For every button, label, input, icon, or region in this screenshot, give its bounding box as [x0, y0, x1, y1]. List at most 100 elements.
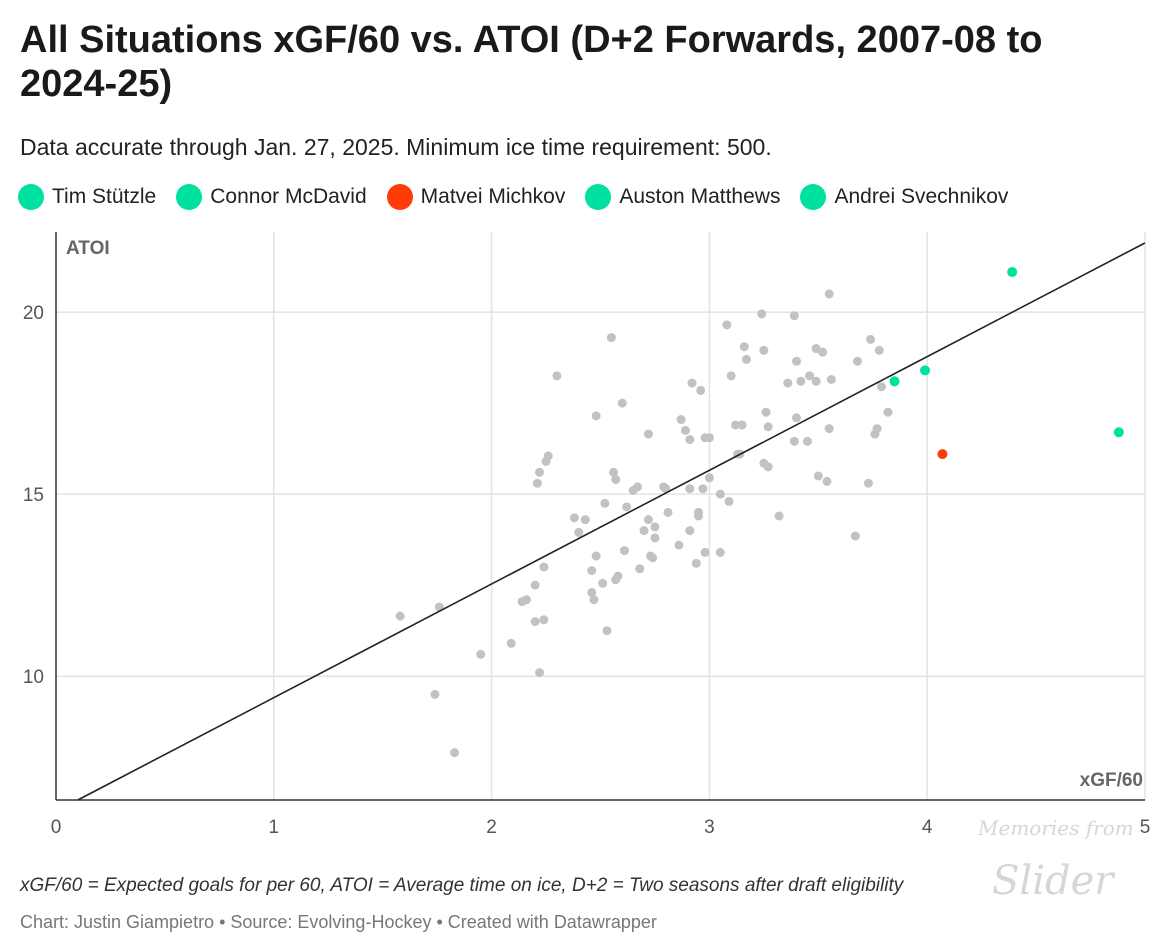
legend-item-connor-mcdavid: Connor McDavid: [176, 184, 367, 210]
scatter-point: [643, 429, 653, 439]
scatter-point: [813, 471, 823, 481]
scatter-point: [763, 422, 773, 432]
scatter-point: [761, 407, 771, 417]
highlighted-point: [1007, 267, 1018, 278]
scatter-point: [863, 478, 873, 488]
scatter-point: [872, 424, 882, 434]
legend-swatch-matvei-michkov: [386, 184, 413, 210]
scatter-point: [789, 311, 799, 321]
scatter-point: [685, 526, 695, 536]
x-tick-label: 4: [922, 817, 933, 838]
scatter-point: [648, 553, 658, 563]
scatter-point: [726, 371, 736, 381]
scatter-point: [602, 626, 612, 636]
chart-notes: xGF/60 = Expected goals for per 60, ATOI…: [20, 875, 904, 896]
scatter-point: [613, 571, 623, 581]
scatter-point: [569, 513, 579, 523]
scatter-point: [691, 558, 701, 568]
scatter-point: [792, 413, 802, 423]
legend-label-andrei-svechnikov: Andrei Svechnikov: [834, 185, 1009, 208]
scatter-point: [874, 345, 884, 355]
scatter-point: [606, 333, 616, 343]
y-tick-label: 20: [23, 303, 44, 324]
scatter-point: [715, 547, 725, 557]
scatter-point: [876, 382, 886, 392]
scatter-point: [609, 467, 619, 477]
scatter-point: [822, 476, 832, 486]
scatter-point: [535, 668, 545, 678]
x-axis-title: xGF/60: [1080, 770, 1143, 791]
scatter-point: [805, 371, 815, 381]
scatter-point: [680, 425, 690, 435]
scatter-point: [685, 484, 695, 494]
legend-label-connor-mcdavid: Connor McDavid: [210, 185, 367, 208]
scatter-point: [619, 546, 629, 556]
scatter-point: [617, 398, 627, 408]
scatter-point: [521, 595, 531, 605]
scatter-point: [530, 617, 540, 627]
scatter-point: [796, 376, 806, 386]
scatter-point: [704, 433, 714, 443]
scatter-point: [574, 527, 584, 537]
scatter-point: [696, 385, 706, 395]
chart-credits: Chart: Justin Giampietro • Source: Evolv…: [20, 912, 657, 932]
legend-item-matvei-michkov: Matvei Michkov: [386, 184, 565, 210]
scatter-point: [587, 587, 597, 597]
scatter-point: [633, 482, 643, 492]
scatter-point: [883, 407, 893, 417]
highlighted-point: [920, 365, 931, 376]
scatter-point: [643, 515, 653, 525]
scatter-point: [622, 502, 632, 512]
scatter-point: [811, 376, 821, 386]
scatter-point: [774, 511, 784, 521]
scatter-point: [739, 342, 749, 352]
legend-swatch-auston-matthews: [585, 184, 612, 210]
scatter-point: [759, 345, 769, 355]
legend-swatch-tim-stutzle: [18, 184, 44, 210]
x-tick-label: 0: [51, 817, 62, 838]
scatter-point: [757, 309, 767, 319]
scatter-point: [650, 533, 660, 543]
scatter-point: [639, 526, 649, 536]
highlighted-point: [889, 376, 900, 387]
scatter-point: [661, 484, 671, 494]
scatter-point: [700, 547, 710, 557]
scatter-point: [532, 478, 542, 488]
legend-swatch-andrei-svechnikov: [800, 184, 827, 210]
scatter-point: [663, 507, 673, 517]
scatter-point: [802, 436, 812, 446]
scatter-point: [722, 320, 732, 330]
x-tick-label: 2: [486, 817, 497, 838]
scatter-point: [741, 354, 751, 364]
scatter-point: [789, 436, 799, 446]
scatter-point: [591, 551, 601, 561]
scatter-point: [589, 595, 599, 605]
scatter-point: [866, 334, 876, 344]
scatter-point: [395, 611, 405, 621]
scatter-point: [687, 378, 697, 388]
scatter-point: [539, 615, 549, 625]
scatter-point: [704, 473, 714, 483]
scatter-point: [600, 498, 610, 508]
chart-subtitle: Data accurate through Jan. 27, 2025. Min…: [20, 134, 772, 160]
y-tick-label: 15: [23, 485, 44, 506]
highlighted-point: [937, 449, 948, 460]
scatter-point: [826, 374, 836, 384]
scatter-point: [543, 451, 553, 461]
legend-label-auston-matthews: Auston Matthews: [619, 185, 781, 208]
scatter-point: [430, 689, 440, 699]
scatter-point: [580, 515, 590, 525]
scatter-point: [650, 522, 660, 532]
scatter-point: [824, 424, 834, 434]
scatter-point: [476, 649, 486, 659]
legend-swatch-connor-mcdavid: [176, 184, 203, 210]
legend-label-tim-stutzle: Tim Stützle: [52, 185, 157, 208]
scatter-point: [792, 356, 802, 366]
scatter-point: [539, 562, 549, 572]
scatter-point: [587, 566, 597, 576]
x-tick-label: 5: [1140, 817, 1151, 838]
scatter-point: [818, 347, 828, 357]
scatter-point: [737, 420, 747, 430]
scatter-point: [853, 356, 863, 366]
